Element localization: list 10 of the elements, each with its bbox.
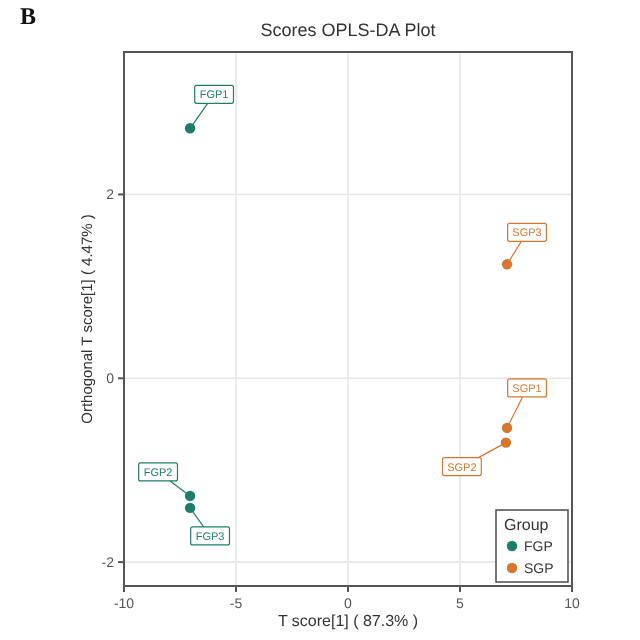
- point: [501, 422, 513, 434]
- point: [184, 123, 196, 134]
- text: B: [20, 2, 37, 30]
- legend-title: Group: [504, 516, 550, 534]
- chart-title: Scores OPLS-DA Plot: [260, 20, 437, 40]
- point: [184, 502, 196, 514]
- point: [184, 490, 196, 502]
- point: [500, 437, 512, 448]
- x-axis-title: T score[1] ( 87.3% ): [277, 612, 419, 630]
- point: [501, 259, 513, 270]
